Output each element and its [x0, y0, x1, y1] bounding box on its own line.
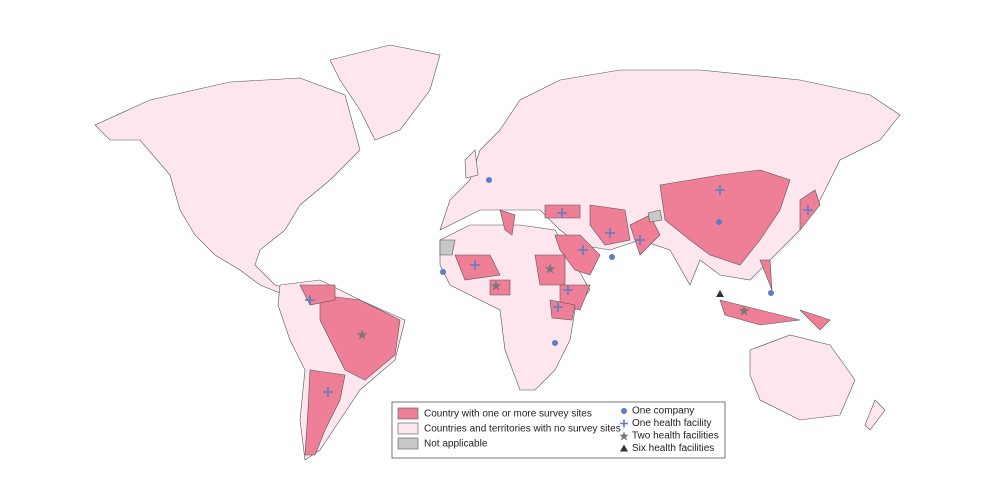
site-markers: ★ ★ ★ ★ [305, 177, 813, 397]
legend-label: Two health facilities [632, 431, 719, 442]
legend: Country with one or more survey sites Cou… [391, 401, 726, 459]
legend-label: Not applicable [424, 439, 488, 450]
svg-text:★: ★ [490, 278, 503, 294]
legend-symbol [621, 408, 627, 414]
legend-symbol [620, 444, 628, 452]
legend-label: Countries and territories with no survey… [424, 424, 621, 435]
svg-text:★: ★ [356, 327, 369, 343]
survey-countries [299, 169, 831, 456]
legend-label: One company [632, 406, 694, 417]
legend-label: Country with one or more survey sites [424, 409, 592, 420]
legend-label: Six health facilities [632, 443, 714, 454]
land [94, 44, 901, 461]
legend-symbol [620, 419, 628, 428]
legend-swatch [397, 437, 419, 450]
legend-swatch [397, 407, 419, 420]
legend-swatch [397, 422, 419, 435]
legend-label: One health facility [632, 418, 712, 429]
legend-box [391, 401, 726, 459]
legend-symbol [619, 431, 629, 441]
svg-text:★: ★ [544, 261, 557, 277]
svg-text:★: ★ [738, 303, 751, 319]
